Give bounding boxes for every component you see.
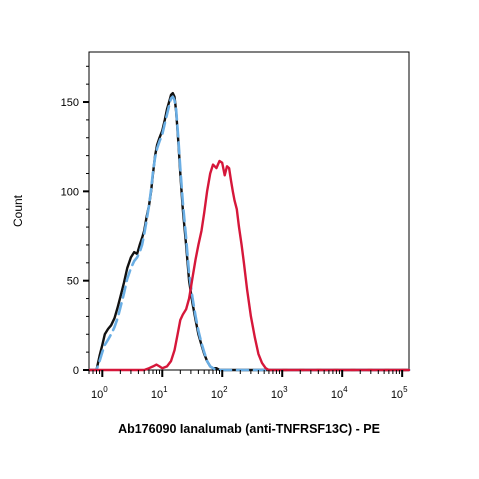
x-tick-exponent: 3 — [283, 385, 288, 394]
x-tick-label: 103 — [271, 385, 288, 401]
x-tick-label: 101 — [151, 385, 168, 401]
y-axis-label: Count — [11, 194, 25, 227]
x-tick-exponent: 1 — [163, 385, 168, 394]
x-axis-label: Ab176090 Ianalumab (anti-TNFRSF13C) - PE — [118, 422, 380, 436]
y-tick-label: 150 — [61, 97, 79, 109]
x-tick-exponent: 2 — [223, 385, 228, 394]
x-tick-label: 105 — [391, 385, 408, 401]
y-tick-label: 0 — [73, 365, 79, 377]
x-tick-exponent: 5 — [403, 385, 408, 394]
x-tick-exponent: 4 — [343, 385, 348, 394]
series-line-0 — [87, 91, 411, 372]
y-tick-label: 50 — [67, 276, 79, 288]
x-tick-label: 102 — [211, 385, 228, 401]
series-layer — [87, 91, 411, 372]
plot-frame — [88, 51, 410, 371]
x-tick-label: 104 — [331, 385, 348, 401]
y-tick-label: 100 — [61, 186, 79, 198]
series-line-2 — [87, 159, 411, 372]
x-tick-label: 100 — [91, 385, 108, 401]
x-tick-exponent: 0 — [103, 385, 108, 394]
series-line-1 — [87, 95, 411, 372]
